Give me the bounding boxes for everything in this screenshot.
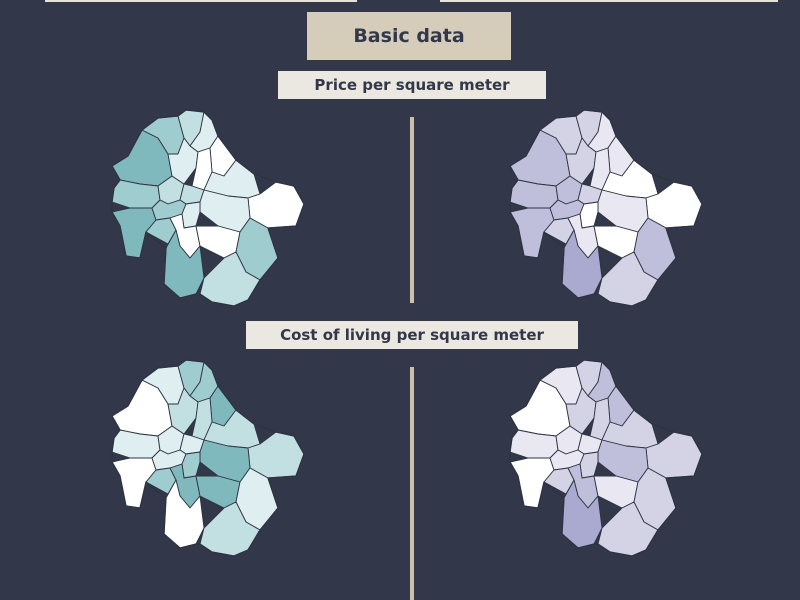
vertical-divider-top xyxy=(410,117,414,303)
cost-map-right xyxy=(498,358,718,558)
city-outline xyxy=(111,359,305,557)
price-map-right xyxy=(498,108,718,308)
cost-map-right-svg xyxy=(509,359,703,557)
top-rule-left xyxy=(45,0,357,2)
section-label-cost: Cost of living per square meter xyxy=(246,321,578,349)
price-map-right-svg xyxy=(509,109,703,307)
city-outline xyxy=(509,359,703,557)
section-label-price: Price per square meter xyxy=(278,71,546,99)
price-map-left xyxy=(100,108,320,308)
city-outline xyxy=(509,109,703,307)
price-map-left-svg xyxy=(111,109,305,307)
city-outline xyxy=(111,109,305,307)
cost-map-left-svg xyxy=(111,359,305,557)
page-heading: Basic data xyxy=(307,12,511,60)
top-rule-right xyxy=(440,0,778,2)
cost-map-left xyxy=(100,358,320,558)
vertical-divider-bottom xyxy=(410,367,414,600)
